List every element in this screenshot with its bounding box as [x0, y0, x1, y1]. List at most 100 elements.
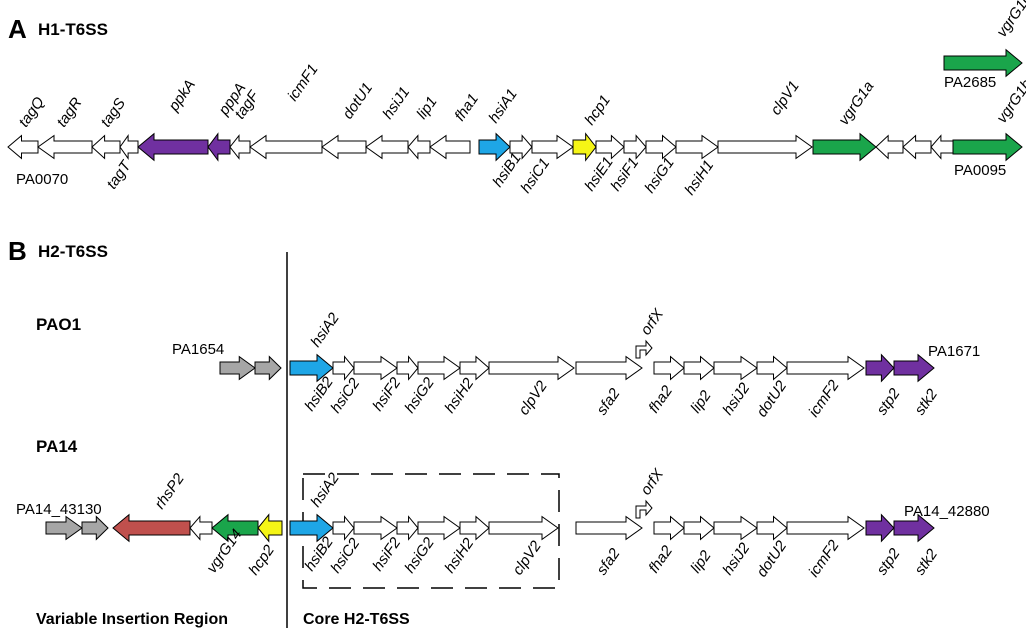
pa14-gene-rhsp2-arrow: [112, 513, 191, 543]
section-b-title: H2-T6SS: [38, 242, 108, 261]
h1-gene-hsia1-arrow: [478, 132, 511, 162]
pa14-gene-label-hsif2: hsiF2: [369, 534, 404, 574]
locus-pa2685: PA2685: [944, 74, 996, 91]
pa14-gene-clpv2-arrow: [488, 515, 559, 541]
pao1-gene-hsic2-arrow: [353, 355, 398, 381]
locus-pa0095: PA0095: [954, 162, 1006, 179]
pa14-gene-hsih2-arrow: [459, 515, 490, 541]
pao1-gene-fha2-arrow: [653, 355, 685, 381]
pa14-gene-hcp2-arrow: [257, 513, 283, 543]
pao1-gene-stk2-arrow: [893, 353, 935, 383]
h1-gene-hsie1-arrow: [595, 134, 625, 160]
h1-gene-fha1-arrow: [429, 134, 471, 160]
locus-pa14-42880: PA14_42880: [904, 503, 990, 520]
h1-gene-lip1-arrow: [407, 134, 431, 160]
h1-gene-vgrg1c-arrow: [943, 48, 1023, 78]
pao1-gene-hsig2-arrow: [417, 355, 461, 381]
h1-gene-unnamed-23-arrow: [902, 134, 932, 160]
h1-gene-label-lip1: lip1: [413, 93, 440, 122]
strain-pao1-label: PAO1: [36, 315, 81, 334]
h1-gene-dotu1-arrow: [321, 134, 367, 160]
section-b-letter: B: [8, 236, 27, 266]
h1-gene-label-tags: tagS: [97, 95, 129, 130]
h1-gene-clpv1-arrow: [717, 134, 813, 160]
h1-gene-unnamed-24-arrow: [930, 134, 954, 160]
pao1-gene-unnamed-1-arrow: [254, 355, 282, 381]
pa14-gene-sfa2-arrow: [575, 515, 643, 541]
h1-gene-tagq-arrow: [7, 134, 39, 160]
pa14-gene-vgrg14-arrow: [211, 513, 259, 543]
h1-gene-label-icmf1: icmF1: [284, 61, 321, 104]
pao1-gene-dotu2-arrow: [756, 355, 788, 381]
pa14-gene-label-hsih2: hsiH2: [441, 535, 477, 577]
pa14-gene-hsif2-arrow: [396, 515, 419, 541]
genes-layer: [7, 48, 1023, 543]
pa14-gene-label-fha2: fha2: [645, 542, 676, 576]
h1-gene-vgrg1a-arrow: [812, 132, 877, 162]
pao1-gene-label-lip2: lip2: [687, 387, 715, 416]
strain-pa14-label: PA14: [36, 437, 78, 456]
pao1-gene-hsib2-arrow: [332, 355, 355, 381]
pa14-gene-label-stp2: stp2: [873, 545, 904, 579]
h1-gene-label-hsia1: hsiA1: [485, 86, 520, 126]
pa14-gene-label-dotu2: dotU2: [753, 537, 790, 580]
pao1-gene-stp2-arrow: [865, 353, 895, 383]
h1-gene-icmf1-arrow: [249, 134, 323, 160]
pao1-gene-clpv2-arrow: [488, 355, 575, 381]
pa14-gene-label-rhsp2: rhsP2: [151, 470, 188, 512]
h1-gene-pppa-arrow: [207, 132, 231, 162]
pa14-gene-label-stk2: stk2: [911, 545, 941, 578]
pa14-gene-lip2-arrow: [683, 515, 715, 541]
pa14-gene-orfx-arrow: [635, 499, 653, 519]
pa14-gene-hsib2-arrow: [332, 515, 355, 541]
h1-gene-label-fha1: fha1: [451, 91, 482, 125]
pao1-gene-label-hsia2: hsiA2: [307, 309, 343, 350]
h1-gene-tagt-arrow: [119, 134, 139, 160]
pa14-gene-unnamed-3-arrow: [189, 515, 213, 541]
pa14-gene-label-hsia2: hsiA2: [307, 469, 343, 510]
h1-gene-vgrg1b-arrow: [952, 132, 1023, 162]
pa14-gene-label-orfx: orfX: [637, 465, 667, 498]
pa14-gene-unnamed-1-arrow: [81, 515, 109, 541]
h1-gene-label-vgrg1a: vgrG1a: [835, 78, 877, 128]
pao1-gene-hsih2-arrow: [459, 355, 490, 381]
h1-gene-label-tagq: tagQ: [15, 94, 48, 131]
h1-gene-hsic1-arrow: [531, 134, 574, 160]
pa14-gene-label-hsij2: hsiJ2: [719, 539, 753, 578]
pa14-gene-label-clpv2: clpV2: [509, 537, 545, 578]
h1-gene-label-hcp1: hcp1: [581, 92, 614, 128]
h1-gene-tagr-arrow: [37, 134, 93, 160]
pa14-gene-hsij2-arrow: [713, 515, 758, 541]
h1-gene-hcp1-arrow: [572, 132, 597, 162]
pao1-gene-label-orfx: orfX: [637, 305, 667, 338]
pa14-gene-label-hcp2: hcp2: [245, 541, 278, 578]
pa14-gene-fha2-arrow: [653, 515, 685, 541]
pa14-gene-hsic2-arrow: [353, 515, 398, 541]
locus-pa1671: PA1671: [928, 343, 980, 360]
pao1-gene-label-dotu2: dotU2: [753, 377, 790, 420]
h1-gene-hsif1-arrow: [623, 134, 647, 160]
locus-pa0070: PA0070: [16, 171, 68, 188]
pa14-gene-label-hsig2: hsiG2: [401, 534, 438, 576]
h1-gene-label-vgrg1b: vgrG1b: [993, 76, 1026, 126]
core-region-label: Core H2-T6SS: [303, 611, 410, 628]
pa14-gene-label-lip2: lip2: [687, 547, 715, 576]
variable-region-label: Variable Insertion Region: [36, 611, 228, 628]
h1-gene-label-hsih1: hsiH1: [681, 157, 717, 198]
pao1-gene-label-hsij2: hsiJ2: [719, 379, 753, 418]
pao1-gene-hsif2-arrow: [396, 355, 419, 381]
h1-gene-label-tagt: tagT: [103, 156, 135, 192]
h1-gene-label-clpv1: clpV1: [767, 78, 802, 118]
pa14-gene-icmf2-arrow: [786, 515, 865, 541]
h1-gene-label-hsij1: hsiJ1: [379, 84, 413, 122]
pao1-gene-label-clpv2: clpV2: [515, 377, 551, 418]
h1-gene-label-hsig1: hsiG1: [641, 154, 677, 196]
pao1-gene-label-hsif2: hsiF2: [369, 374, 404, 414]
pao1-gene-lip2-arrow: [683, 355, 715, 381]
pao1-gene-label-stp2: stp2: [873, 385, 904, 419]
pao1-gene-label-icmf2: icmF2: [805, 377, 843, 421]
pao1-gene-sfa2-arrow: [575, 355, 643, 381]
pao1-gene-label-sfa2: sfa2: [593, 385, 624, 419]
pa14-gene-unnamed-0-arrow: [45, 515, 83, 541]
pa14-gene-dotu2-arrow: [756, 515, 788, 541]
